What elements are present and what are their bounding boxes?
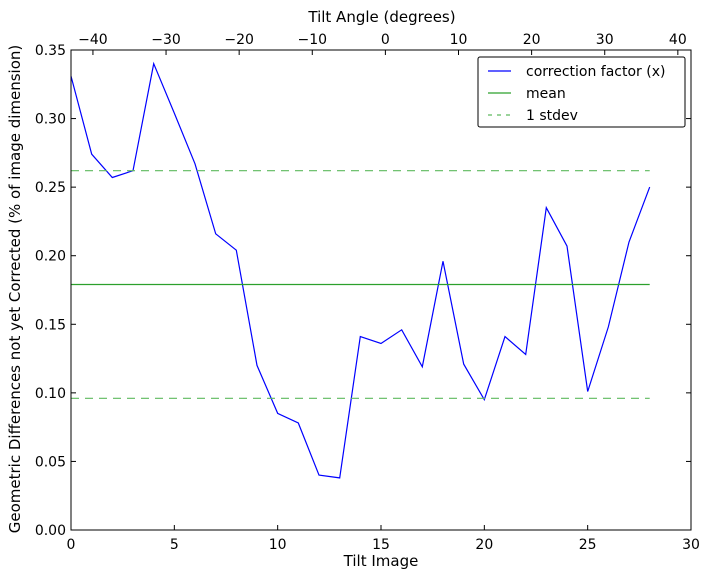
legend-box [477,56,686,128]
y-tick-label: 0.25 [35,180,66,196]
legend-label-mean: mean [526,86,566,102]
y-axis-label: Geometric Differences not yet Corrected … [6,45,24,534]
y-tick-label: 0.20 [35,249,66,265]
legend-label-correction-factor-x: correction factor (x) [526,64,665,80]
top-x-tick-label: −20 [224,32,254,48]
x-tick-label: 10 [269,537,287,553]
x-tick-label: 20 [475,537,493,553]
top-x-tick-label: 20 [523,32,541,48]
top-x-tick-label: 30 [596,32,614,48]
legend: correction factor (x) mean 1 stdev [477,56,686,128]
x-tick-label: 30 [682,537,700,553]
y-tick-label: 0.10 [35,386,66,402]
series-layer [70,61,651,479]
x-tick-label: 0 [67,537,76,553]
x-tick-label: 5 [170,537,179,553]
ticks-layer: 0 5 10 15 20 25 30 0.00 0.05 0.10 0.15 0.20 0.25 0.30… [35,32,700,553]
legend-label-1-stdev: 1 stdev [526,108,578,124]
top-x-tick-label: 40 [669,32,687,48]
top-x-tick-label: 10 [450,32,468,48]
y-tick-label: 0.35 [35,43,66,59]
top-x-tick-label: 0 [381,32,390,48]
y-tick-label: 0.30 [35,112,66,128]
top-x-tick-label: −10 [298,32,328,48]
top-x-tick-label: −30 [151,32,181,48]
x-tick-label: 25 [579,537,597,553]
y-tick-label: 0.00 [35,523,66,539]
top-x-axis-label: Tilt Angle (degrees) [307,8,455,26]
x-tick-label: 15 [372,537,390,553]
top-x-tick-label: −40 [78,32,108,48]
x-axis-label: Tilt Image [343,552,419,570]
y-tick-label: 0.05 [35,454,66,470]
series-line-correction-factor-x [70,61,651,479]
y-tick-label: 0.15 [35,317,66,333]
